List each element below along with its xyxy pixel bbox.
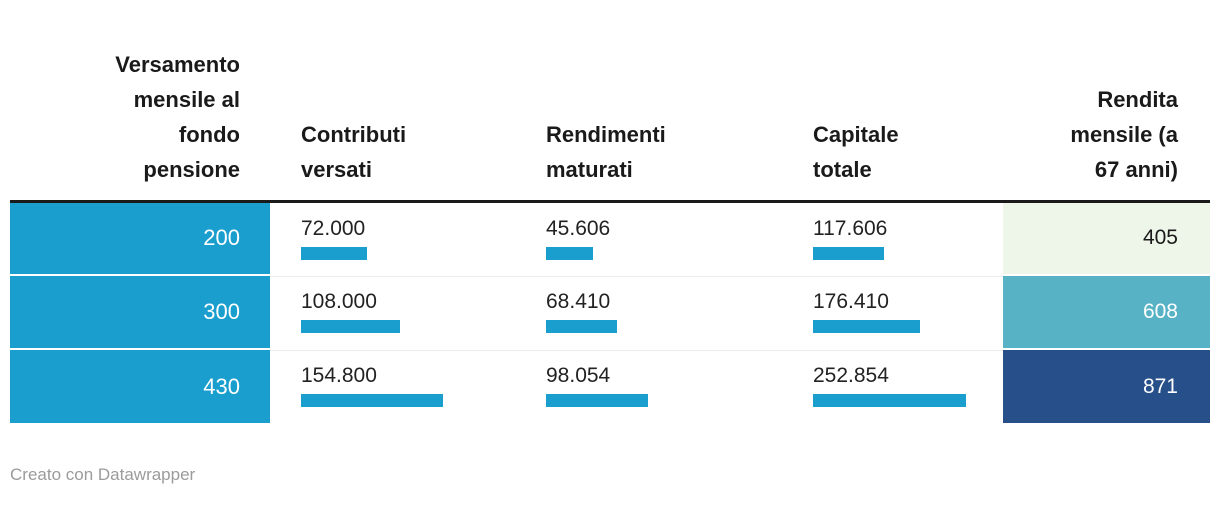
cell-rendimenti: 98.054 [532, 348, 799, 423]
column-header-capitale: Capitale totale [799, 0, 1003, 203]
column-header-contributi: Contributi versati [270, 0, 532, 203]
value-bar [813, 246, 884, 260]
cell-versamento: 430 [10, 348, 270, 423]
value-bar [301, 394, 443, 407]
cell-rendita: 405 [1003, 201, 1210, 275]
cell-contributi: 154.800 [270, 348, 532, 423]
datawrapper-credit-link[interactable]: Creato con Datawrapper [10, 465, 196, 484]
value-bar [546, 320, 617, 333]
value-bar [546, 394, 648, 407]
cell-value: 154.800 [301, 364, 377, 387]
table-row: 200 72.000 45.606 117.606 405 [10, 201, 1210, 275]
table-row: 300 108.000 68.410 176.410 608 [10, 274, 1210, 349]
cell-contributi: 108.000 [270, 274, 532, 349]
cell-rendita: 608 [1003, 274, 1210, 349]
cell-value: 117.606 [813, 216, 888, 240]
value-bar [301, 246, 367, 260]
pension-table: Versamento mensile al fondo pensione Con… [10, 0, 1210, 423]
cell-capitale: 252.854 [799, 348, 1003, 423]
column-header-rendimenti: Rendimenti maturati [532, 0, 799, 203]
cell-value: 98.054 [546, 364, 611, 387]
cell-value: 108.000 [301, 290, 377, 313]
value-bar [301, 320, 400, 333]
cell-value: 68.410 [546, 290, 611, 313]
header-row: Versamento mensile al fondo pensione Con… [10, 0, 1210, 203]
cell-contributi: 72.000 [270, 201, 532, 275]
cell-rendita: 871 [1003, 348, 1210, 423]
table-row: 430 154.800 98.054 252.854 871 [10, 348, 1210, 423]
value-bar [546, 246, 593, 260]
cell-capitale: 176.410 [799, 274, 1003, 349]
cell-versamento: 300 [10, 274, 270, 349]
cell-versamento: 200 [10, 201, 270, 275]
cell-value: 176.410 [813, 290, 889, 313]
cell-rendimenti: 68.410 [532, 274, 799, 349]
cell-value: 45.606 [546, 216, 611, 240]
column-header-rendita: Rendita mensile (a 67 anni) [1003, 0, 1210, 203]
cell-value: 72.000 [301, 216, 366, 240]
column-header-versamento: Versamento mensile al fondo pensione [10, 0, 270, 203]
cell-value: 252.854 [813, 364, 889, 387]
value-bar [813, 320, 920, 333]
cell-capitale: 117.606 [799, 201, 1003, 275]
cell-rendimenti: 45.606 [532, 201, 799, 275]
value-bar [813, 394, 966, 407]
